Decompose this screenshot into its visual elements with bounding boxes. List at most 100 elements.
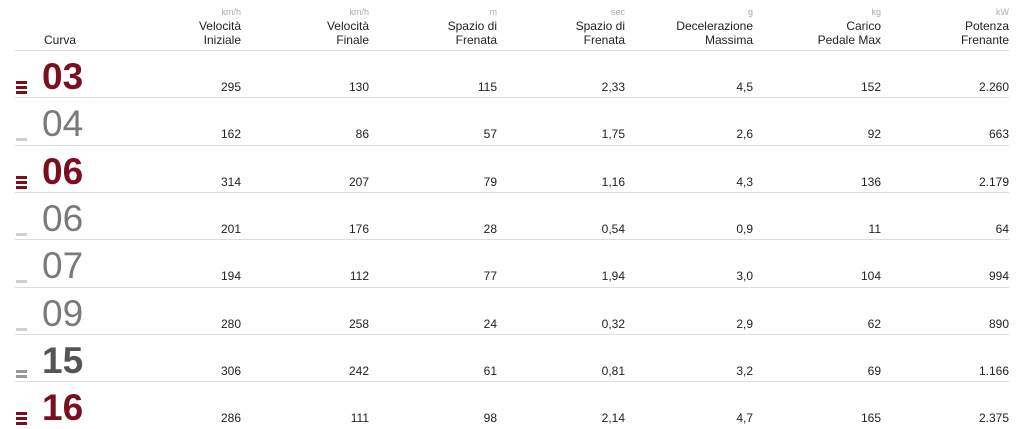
row-divider [15,286,1009,288]
row-divider [15,239,1009,241]
cell-value: 2.260 [978,80,1009,94]
cell-value: 890 [988,316,1009,331]
header-label: Frenata [455,33,497,47]
curve-number: 04 [42,103,84,145]
severity-bar [16,138,27,142]
cell-value: 1,94 [601,269,625,284]
cell-value: 111 [350,411,369,426]
header-unit: km/h [349,7,369,17]
severity-bar [16,81,27,84]
curve-number: 15 [42,339,84,381]
cell-value: 4,7 [736,411,753,426]
cell-value: 112 [349,269,369,284]
cell-value: 306 [220,363,241,378]
row-divider [15,191,1009,193]
row-divider [15,333,1009,335]
cell-value: 1,16 [601,174,625,189]
cell-value: 2,6 [736,127,753,142]
header-label: Massima [704,33,753,47]
cell-value: 11 [868,221,881,236]
curve-number: 16 [42,387,84,429]
severity-bar [16,374,27,378]
curve-number: 07 [42,245,84,287]
row-divider [15,381,1009,383]
header-label: Velocità [198,19,241,33]
severity-bar [16,422,27,426]
severity-bar [16,91,27,94]
cell-value: 61 [483,363,497,378]
cell-value: 314 [220,174,241,189]
curve-number: 09 [42,292,84,334]
cell-value: 994 [988,269,1009,284]
cell-value: 24 [483,316,497,331]
header-unit: kW [996,7,1009,17]
row-divider [15,97,1009,99]
cell-value: 2,14 [601,411,625,426]
header-unit: sec [610,7,625,17]
header-unit: m [489,7,498,17]
severity-bar [16,175,27,179]
cell-value: 115 [477,80,497,94]
header-label: Pedale Max [817,33,881,47]
cell-value: 286 [220,411,241,426]
cell-value: 1.166 [978,363,1009,378]
cell-value: 295 [220,80,241,94]
cell-value: 0,32 [601,316,625,331]
header-unit: kg [871,7,881,17]
cell-value: 0,9 [736,221,753,236]
curve-number: 03 [42,56,84,97]
cell-value: 162 [220,127,241,142]
header-label: Frenante [960,33,1009,47]
cell-value: 4,5 [736,80,753,94]
cell-value: 28 [483,221,497,236]
cell-value: 194 [220,269,241,284]
curve-number: 06 [42,197,84,239]
cell-value: 152 [860,80,881,94]
cell-value: 79 [483,174,497,189]
severity-bar [16,86,27,89]
cell-value: 201 [220,221,241,236]
cell-value: 57 [483,127,497,142]
header-label: Decelerazione [676,19,753,33]
severity-bar [16,232,27,236]
header-label: Spazio di [447,19,497,33]
cell-value: 176 [348,221,369,236]
cell-value: 1,75 [601,127,625,142]
cell-value: 4,3 [736,174,753,189]
cell-value: 242 [348,363,369,378]
header-label: Frenata [583,33,625,47]
header-label: Finale [336,33,369,47]
severity-bar [16,280,27,284]
cell-value: 62 [867,316,881,331]
header-divider [15,50,1009,51]
cell-value: 2.179 [978,174,1009,189]
cell-value: 2.375 [978,411,1009,426]
cell-value: 136 [860,174,881,189]
severity-bar [16,369,27,373]
cell-value: 2,9 [736,316,753,331]
severity-bar [16,417,27,421]
row-divider [15,144,1009,146]
header-label: Iniziale [203,33,241,47]
curve-number: 06 [42,150,84,192]
cell-value: 165 [860,411,881,426]
cell-value: 92 [867,127,881,142]
cell-value: 0,54 [601,221,625,236]
severity-bar [16,185,27,189]
header-label: Velocità [326,19,369,33]
severity-bar [16,327,27,331]
cell-value: 104 [860,269,881,284]
cell-value: 2,33 [601,80,625,94]
header-label: Carico [846,19,881,33]
header-label: Curva [44,33,77,47]
cell-value: 663 [988,127,1009,142]
cell-value: 130 [348,80,369,94]
header-label: Potenza [964,19,1009,33]
cell-value: 3,2 [736,363,753,378]
severity-bar [16,412,27,416]
cell-value: 86 [355,127,369,142]
cell-value: 3,0 [736,269,753,284]
cell-value: 98 [483,411,497,426]
cell-value: 0,81 [601,363,625,378]
